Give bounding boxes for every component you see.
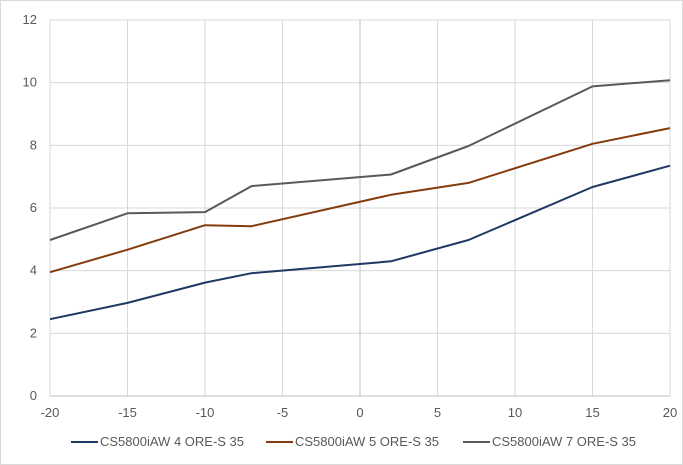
x-tick-label: -15 xyxy=(118,405,137,420)
series-line-2 xyxy=(49,127,671,274)
legend-label-2: CS5800iAW 5 ORE-S 35 xyxy=(295,434,439,449)
x-tick-label: 20 xyxy=(663,405,677,420)
y-tick-label: 2 xyxy=(30,325,37,340)
x-tick-label: -10 xyxy=(196,405,215,420)
legend-label-3: CS5800iAW 7 ORE-S 35 xyxy=(492,434,636,449)
axes xyxy=(49,20,670,397)
legend-label-1: CS5800iAW 4 ORE-S 35 xyxy=(100,434,244,449)
tick-labels: 0 2 4 6 8 10 12 -20 -15 -10 -5 0 5 10 15 20 xyxy=(23,12,678,420)
series-lines xyxy=(49,79,671,321)
series-line-1 xyxy=(49,164,671,321)
y-tick-label: 0 xyxy=(30,388,37,403)
x-tick-label: 5 xyxy=(434,405,441,420)
x-tick-label: -5 xyxy=(277,405,289,420)
x-tick-label: 0 xyxy=(356,405,363,420)
grid-lines xyxy=(50,19,671,396)
y-tick-label: 8 xyxy=(30,137,37,152)
y-tick-label: 6 xyxy=(30,200,37,215)
x-tick-label: 15 xyxy=(585,405,599,420)
series-line-3 xyxy=(49,79,671,241)
y-tick-label: 10 xyxy=(23,75,37,90)
y-tick-label: 12 xyxy=(23,12,37,27)
x-tick-label: 10 xyxy=(508,405,522,420)
y-tick-label: 4 xyxy=(30,263,37,278)
legend: CS5800iAW 4 ORE-S 35 CS5800iAW 5 ORE-S 35… xyxy=(71,434,636,449)
x-tick-label: -20 xyxy=(41,405,60,420)
